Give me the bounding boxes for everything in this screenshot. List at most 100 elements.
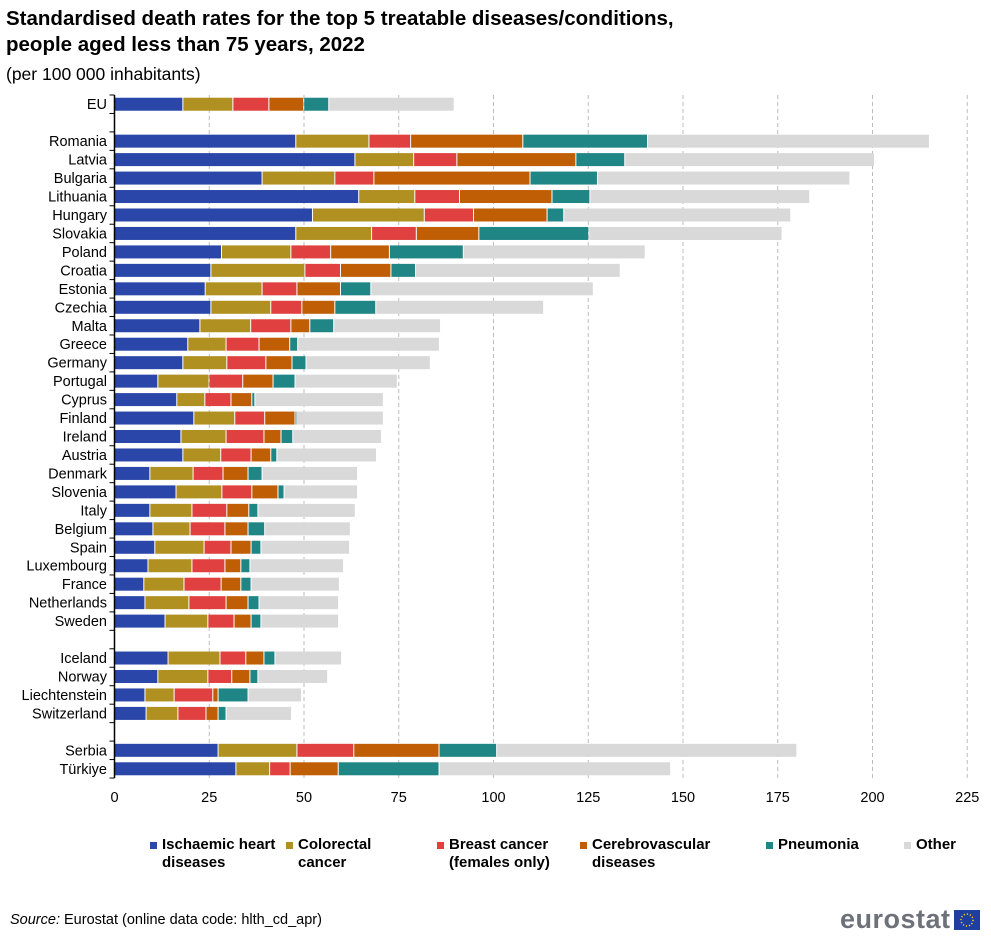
category-label: Netherlands [29, 596, 107, 612]
bar-segment: Greece – Pneumonia: 2.1 [290, 337, 298, 351]
bar-segment: Iceland – Colorectal cancer: 13.7 [168, 651, 220, 665]
bar-segment: Türkiye – Ischaemic heart diseases: 31.9 [114, 762, 236, 776]
category-label: Poland [62, 245, 107, 261]
bar-segment: Cyprus – Other: 33.9 [255, 393, 383, 407]
bar-segment: Switzerland – Ischaemic heart diseases: … [114, 706, 146, 720]
bar-segment: Estonia – Ischaemic heart diseases: 23.8 [114, 282, 205, 296]
bar-segment: Austria – Colorectal cancer: 10 [183, 448, 221, 462]
bar-segment: Luxembourg – Cerebrovascular diseases: 4… [225, 559, 241, 573]
bar-segment: France – Other: 23.3 [251, 577, 339, 591]
bar-segment: Norway – Pneumonia: 2.1 [250, 669, 258, 683]
category-label: Switzerland [32, 706, 107, 722]
bar-segment: Spain – Ischaemic heart diseases: 10.5 [114, 540, 155, 554]
category-label: Slovakia [52, 226, 108, 242]
legend-swatch [904, 842, 911, 849]
bar-segment: Serbia – Pneumonia: 15.2 [439, 743, 497, 757]
bar-segment: Austria – Cerebrovascular diseases: 5.2 [251, 448, 271, 462]
bar-segment: Estonia – Other: 58.7 [371, 282, 593, 296]
bar-segment: Latvia – Pneumonia: 12.9 [576, 153, 625, 167]
bar-segment: Ireland – Pneumonia: 3.1 [281, 430, 293, 444]
bar-segment: Austria – Pneumonia: 1.6 [271, 448, 277, 462]
category-label: Ireland [63, 430, 107, 446]
x-tick-label: 50 [296, 790, 312, 806]
category-label: Finland [59, 411, 107, 427]
bar-segment: Liechtenstein – Breast cancer (females o… [174, 688, 213, 702]
bar-segment: Denmark – Other: 25.2 [262, 466, 358, 480]
bar-segment: Liechtenstein – Cerebrovascular diseases… [213, 688, 218, 702]
bar-segment: Norway – Ischaemic heart diseases: 11.3 [114, 669, 158, 683]
bar-segment: Austria – Other: 26.3 [277, 448, 377, 462]
bar-segment: Norway – Breast cancer (females only): 6… [208, 669, 232, 683]
bar-segment: Switzerland – Cerebrovascular diseases: … [206, 706, 218, 720]
bar-segment: Germany – Other: 32.8 [306, 356, 430, 370]
bar-segment: Cyprus – Breast cancer (females only): 6… [205, 393, 231, 407]
bar-segment: Malta – Pneumonia: 6.3 [310, 319, 334, 333]
bar-segment: Finland – Breast cancer (females only): … [235, 411, 265, 425]
bar-segment: Malta – Other: 28.2 [334, 319, 441, 333]
bar-segment: Romania – Cerebrovascular diseases: 29.6 [411, 134, 523, 148]
bar-segment: Italy – Colorectal cancer: 11.1 [150, 503, 192, 517]
category-label: Cyprus [61, 393, 107, 409]
legend-swatch [580, 842, 587, 849]
category-label: Bulgaria [54, 171, 108, 187]
bar-segment: Bulgaria – Ischaemic heart diseases: 38.… [114, 171, 262, 185]
bar-segment: Bulgaria – Colorectal cancer: 19.2 [262, 171, 335, 185]
bar-segment: Netherlands – Cerebrovascular diseases: … [226, 596, 248, 610]
bar-segment: Luxembourg – Ischaemic heart diseases: 8… [114, 559, 148, 573]
bar-segment: Türkiye – Other: 61.1 [439, 762, 671, 776]
category-label: Türkiye [59, 762, 107, 778]
bar-segment: Czechia – Other: 44.3 [376, 300, 544, 314]
bar-segment: Portugal – Colorectal cancer: 13.5 [158, 374, 209, 388]
bar-segment: EU – Ischaemic heart diseases: 17.9 [114, 97, 183, 111]
bar-segment: Switzerland – Colorectal cancer: 8.4 [146, 706, 178, 720]
bar-segment: Slovakia – Other: 51 [589, 226, 782, 240]
bar-segment: Croatia – Other: 54 [416, 263, 620, 277]
bar-segment: France – Cerebrovascular diseases: 5.2 [221, 577, 241, 591]
bar-segment: Greece – Cerebrovascular diseases: 8.1 [259, 337, 290, 351]
bar-segment: Austria – Breast cancer (females only): … [221, 448, 251, 462]
bar-segment: France – Breast cancer (females only): 9… [184, 577, 221, 591]
bar-segment: Sweden – Colorectal cancer: 11.3 [165, 614, 208, 628]
bar-segment: Estonia – Cerebrovascular diseases: 11.5 [297, 282, 341, 296]
bar-segment: EU – Cerebrovascular diseases: 9.2 [269, 97, 304, 111]
legend-swatch [286, 842, 293, 849]
bar-segment: Finland – Colorectal cancer: 10.8 [194, 411, 235, 425]
bar-segment: Serbia – Breast cancer (females only): 1… [297, 743, 354, 757]
bar-segment: Romania – Other: 74.4 [647, 134, 929, 148]
bar-segment: Germany – Breast cancer (females only): … [227, 356, 266, 370]
category-label: Greece [59, 337, 107, 353]
bar-segment: Iceland – Breast cancer (females only): … [220, 651, 246, 665]
legend-swatch [766, 842, 773, 849]
legend-item: Other [904, 836, 976, 854]
bar-segment: Finland – Pneumonia: 0.3 [295, 411, 297, 425]
bar-segment: Hungary – Colorectal cancer: 29.5 [312, 208, 424, 222]
bar-segment: Hungary – Other: 59.9 [564, 208, 791, 222]
logo-text: eurostat [840, 904, 951, 934]
x-tick-label: 200 [860, 790, 884, 806]
bar-segment: Czechia – Ischaemic heart diseases: 25.3 [114, 300, 211, 314]
bar-segment: Luxembourg – Pneumonia: 2.4 [241, 559, 250, 573]
bar-segment: EU – Pneumonia: 6.6 [304, 97, 329, 111]
category-label: Malta [72, 319, 108, 335]
bar-segment: Slovakia – Breast cancer (females only):… [372, 226, 416, 240]
category-label: Hungary [52, 208, 108, 224]
bar-segment: Netherlands – Breast cancer (females onl… [189, 596, 226, 610]
category-label: France [62, 577, 107, 593]
bar-segment: Estonia – Breast cancer (females only): … [262, 282, 297, 296]
bar-segment: Sweden – Breast cancer (females only): 6… [208, 614, 234, 628]
bar-segment: Norway – Other: 18.4 [258, 669, 328, 683]
bar-segment: France – Pneumonia: 2.7 [241, 577, 251, 591]
bar-segment: Netherlands – Ischaemic heart diseases: … [114, 596, 145, 610]
bar-segment: Latvia – Colorectal cancer: 15.5 [355, 153, 414, 167]
bar-segment: Sweden – Ischaemic heart diseases: 13.2 [114, 614, 165, 628]
bar-segment: Germany – Colorectal cancer: 11.6 [183, 356, 227, 370]
bar-segment: Greece – Breast cancer (females only): 8… [226, 337, 259, 351]
bar-segment: Slovenia – Cerebrovascular diseases: 6.9 [252, 485, 278, 499]
bar-segment: Lithuania – Colorectal cancer: 14.8 [359, 190, 415, 204]
bar-segment: Poland – Colorectal cancer: 18.3 [221, 245, 291, 259]
bar-segment: Bulgaria – Pneumonia: 17.8 [530, 171, 597, 185]
bar-segment: Croatia – Colorectal cancer: 24.8 [211, 263, 305, 277]
bar-segment: Italy – Cerebrovascular diseases: 5.8 [227, 503, 249, 517]
bar-segment: Iceland – Pneumonia: 2.9 [264, 651, 275, 665]
